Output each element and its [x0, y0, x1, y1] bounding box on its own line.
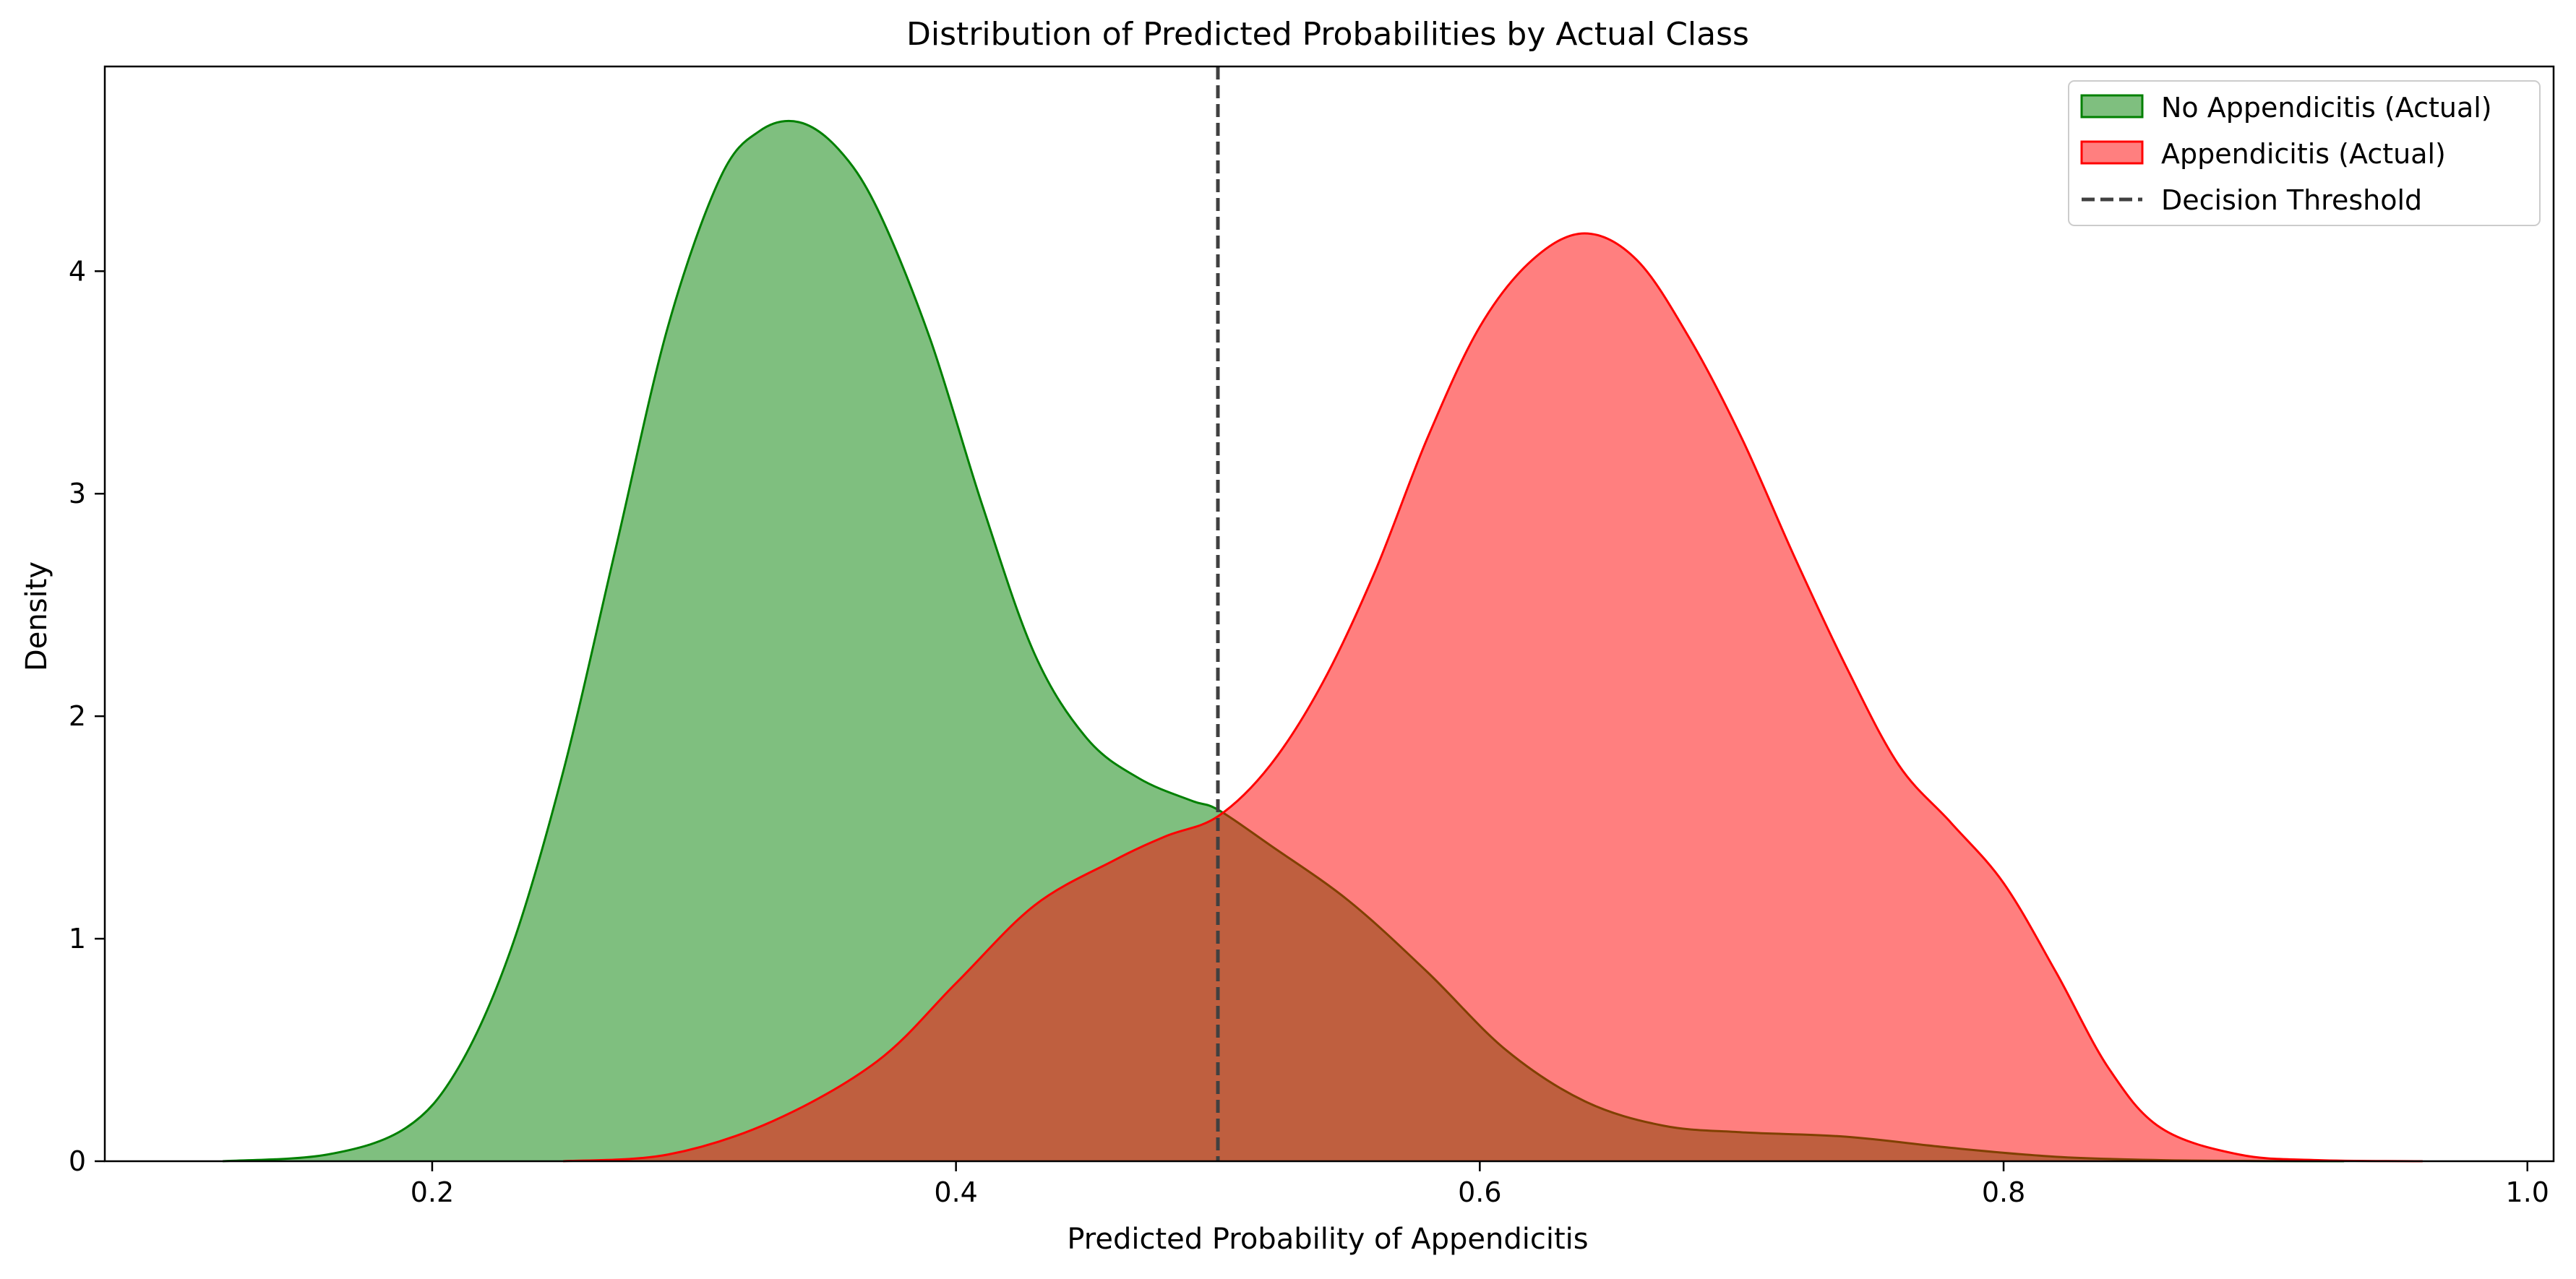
plot-area: 0.2 0.4 0.6 0.8 1.0 0 1 2 3 4: [69, 65, 2555, 1208]
legend-label: Decision Threshold: [2161, 184, 2422, 216]
legend-box: [2068, 80, 2541, 226]
x-tick-label: 0.6: [1458, 1176, 1501, 1208]
density-line-series-1: [563, 232, 2423, 1163]
y-tick-label: 2: [69, 700, 86, 732]
y-tick-label: 1: [69, 923, 86, 955]
chart-title: Distribution of Predicted Probabilities …: [906, 16, 1749, 53]
plot-frame: [103, 65, 2555, 1163]
legend-label: No Appendicitis (Actual): [2161, 92, 2492, 124]
x-tick-label: 0.2: [411, 1176, 454, 1208]
y-tick-label: 4: [69, 255, 86, 287]
legend-label: Appendicitis (Actual): [2161, 138, 2446, 170]
density-area-series-1: [563, 233, 2423, 1162]
x-axis-label: Predicted Probability of Appendicitis: [1067, 1223, 1588, 1256]
x-tick-label: 0.8: [1982, 1176, 2025, 1208]
x-tick-label: 0.4: [934, 1176, 977, 1208]
legend-swatch: [2080, 140, 2144, 165]
density-area-series-0: [223, 121, 2345, 1161]
y-axis-label: Density: [20, 561, 53, 671]
legend-swatch: [2080, 94, 2144, 119]
legend: No Appendicitis (Actual) Appendicitis (Ac…: [2068, 80, 2541, 226]
y-tick-label: 3: [69, 478, 86, 509]
y-tick-label: 0: [69, 1145, 86, 1177]
x-tick-label: 1.0: [2506, 1176, 2549, 1208]
